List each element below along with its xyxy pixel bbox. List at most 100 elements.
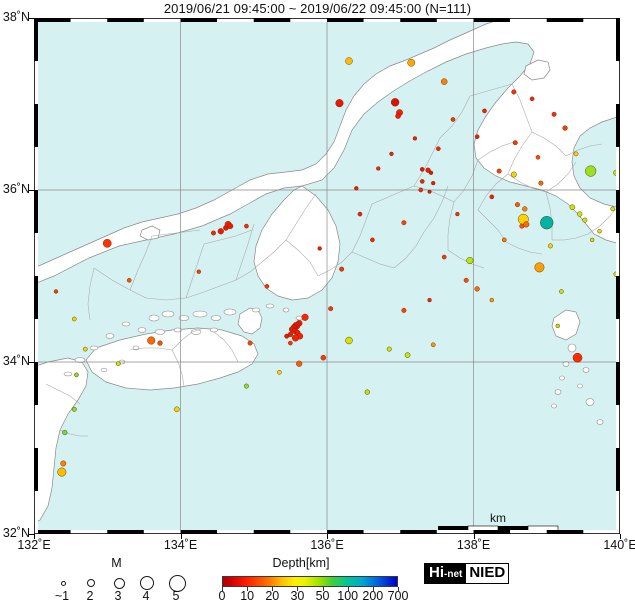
epicenter-marker[interactable]: [419, 167, 425, 172]
epicenter-marker[interactable]: [364, 389, 370, 395]
epicenter-marker[interactable]: [386, 346, 392, 352]
epicenter-marker[interactable]: [427, 297, 432, 303]
epicenter-marker[interactable]: [455, 211, 460, 217]
epicenter-marker[interactable]: [585, 165, 597, 177]
epicenter-marker[interactable]: [577, 211, 583, 217]
epicenter-marker[interactable]: [450, 117, 456, 122]
epicenter-marker[interactable]: [538, 180, 544, 186]
epicenter-marker[interactable]: [441, 254, 447, 260]
epicenter-marker[interactable]: [296, 360, 303, 367]
epicenter-marker[interactable]: [510, 171, 517, 178]
epicenter-marker[interactable]: [474, 134, 480, 139]
epicenter-marker[interactable]: [74, 372, 79, 378]
epicenter-marker[interactable]: [126, 277, 132, 283]
epicenter-marker[interactable]: [357, 211, 363, 217]
epicenter-marker[interactable]: [395, 113, 401, 119]
epicenter-marker[interactable]: [463, 277, 469, 283]
epicenter-marker[interactable]: [562, 125, 568, 131]
epicenter-marker[interactable]: [376, 166, 381, 171]
epicenter-marker[interactable]: [431, 180, 436, 186]
epicenter-marker[interactable]: [418, 187, 424, 193]
epicenter-marker[interactable]: [401, 307, 407, 313]
epicenter-marker[interactable]: [264, 284, 270, 289]
epicenter-marker[interactable]: [610, 206, 615, 212]
epicenter-marker[interactable]: [291, 334, 300, 342]
epicenter-marker[interactable]: [514, 202, 520, 208]
epicenter-marker[interactable]: [370, 237, 375, 243]
epicenter-marker[interactable]: [53, 289, 59, 294]
epicenter-marker[interactable]: [430, 342, 436, 348]
epicenter-marker[interactable]: [60, 460, 67, 467]
epicenter-marker[interactable]: [82, 346, 88, 352]
epicenter-marker[interactable]: [474, 286, 480, 292]
epicenter-marker[interactable]: [512, 140, 518, 146]
epicenter-marker[interactable]: [573, 151, 579, 157]
epicenter-marker[interactable]: [535, 155, 541, 160]
epicenter-marker[interactable]: [428, 170, 434, 175]
epicenter-marker[interactable]: [277, 370, 282, 375]
epicenter-marker[interactable]: [328, 306, 334, 312]
epicenter-marker[interactable]: [196, 269, 201, 274]
epicenter-marker[interactable]: [57, 467, 67, 477]
epicenter-marker[interactable]: [569, 204, 576, 210]
epicenter-marker[interactable]: [389, 151, 394, 157]
epicenter-marker[interactable]: [559, 289, 564, 294]
epicenter-marker[interactable]: [547, 243, 553, 249]
epicenter-marker[interactable]: [320, 354, 327, 361]
epicenter-marker[interactable]: [404, 352, 411, 358]
epicenter-marker[interactable]: [390, 98, 400, 107]
epicenter-marker[interactable]: [412, 136, 418, 141]
epicenter-marker[interactable]: [247, 340, 253, 346]
epicenter-marker[interactable]: [511, 89, 517, 95]
epicenter-marker[interactable]: [425, 167, 431, 173]
epicenter-marker[interactable]: [489, 297, 494, 303]
epicenter-marker[interactable]: [157, 340, 163, 346]
epicenter-marker[interactable]: [288, 340, 293, 346]
epicenter-marker[interactable]: [496, 168, 502, 174]
epicenter-marker[interactable]: [317, 246, 322, 251]
epicenter-marker[interactable]: [419, 179, 425, 184]
epicenter-marker[interactable]: [217, 228, 224, 235]
epicenter-marker[interactable]: [572, 352, 583, 363]
epicenter-marker[interactable]: [489, 194, 495, 200]
epicenter-marker[interactable]: [407, 58, 416, 67]
epicenter-marker[interactable]: [345, 57, 353, 65]
scale-bar-unit: km: [490, 511, 506, 525]
epicenter-marker[interactable]: [522, 206, 528, 212]
epicenter-marker[interactable]: [102, 239, 112, 248]
epicenter-marker[interactable]: [301, 313, 309, 321]
epicenter-marker[interactable]: [335, 99, 344, 108]
epicenter-marker[interactable]: [243, 383, 249, 389]
epicenter-marker[interactable]: [482, 108, 487, 114]
epicenter-marker[interactable]: [440, 78, 448, 85]
epicenter-marker[interactable]: [519, 223, 525, 229]
epicenter-marker[interactable]: [590, 237, 595, 243]
epicenter-marker[interactable]: [227, 223, 234, 230]
epicenter-marker[interactable]: [339, 266, 345, 272]
epicenter-marker[interactable]: [211, 230, 216, 236]
epicenter-marker[interactable]: [62, 429, 68, 436]
epicenter-markers[interactable]: [53, 57, 620, 477]
epicenter-marker[interactable]: [354, 186, 359, 191]
epicenter-marker[interactable]: [529, 96, 535, 102]
epicenter-marker[interactable]: [427, 189, 432, 194]
epicenter-marker[interactable]: [551, 111, 557, 117]
epicenter-marker[interactable]: [71, 316, 77, 322]
epicenter-marker[interactable]: [244, 223, 249, 229]
epicenter-marker[interactable]: [71, 406, 77, 412]
epicenter-marker[interactable]: [466, 256, 474, 265]
epicenter-marker[interactable]: [284, 333, 290, 339]
map-canvas[interactable]: km 0 50 100 132˚E 134˚E 136˚E 138˚E 140˚E 38˚…: [3, 10, 635, 552]
epicenter-marker[interactable]: [115, 361, 121, 367]
epicenter-marker[interactable]: [436, 146, 441, 152]
epicenter-marker[interactable]: [501, 237, 507, 243]
epicenter-marker[interactable]: [555, 323, 560, 329]
epicenter-marker[interactable]: [147, 336, 156, 345]
epicenter-marker[interactable]: [540, 216, 554, 230]
epicenter-marker[interactable]: [597, 229, 602, 234]
epicenter-marker[interactable]: [534, 262, 545, 273]
epicenter-marker[interactable]: [345, 336, 353, 345]
epicenter-marker[interactable]: [401, 220, 407, 226]
epicenter-marker[interactable]: [174, 406, 180, 413]
epicenter-marker[interactable]: [582, 217, 588, 223]
